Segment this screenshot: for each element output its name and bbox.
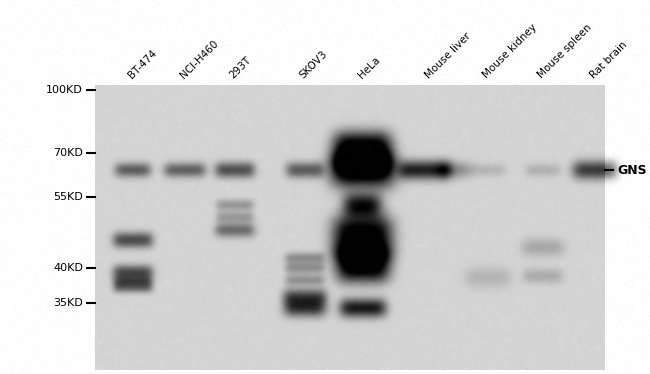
- Text: 40KD: 40KD: [53, 263, 83, 273]
- Text: 70KD: 70KD: [53, 148, 83, 158]
- Text: 293T: 293T: [228, 55, 254, 80]
- Text: 55KD: 55KD: [53, 192, 83, 202]
- Text: NCI-H460: NCI-H460: [178, 38, 220, 80]
- Text: Rat brain: Rat brain: [588, 39, 629, 80]
- Text: 35KD: 35KD: [53, 298, 83, 308]
- Text: GNS: GNS: [617, 163, 647, 177]
- Text: BT-474: BT-474: [126, 47, 159, 80]
- Text: Mouse spleen: Mouse spleen: [536, 22, 593, 80]
- Text: Mouse liver: Mouse liver: [423, 31, 473, 80]
- Text: HeLa: HeLa: [356, 54, 382, 80]
- Text: SKOV3: SKOV3: [298, 49, 330, 80]
- Text: 100KD: 100KD: [46, 85, 83, 95]
- Text: Mouse kidney: Mouse kidney: [481, 22, 539, 80]
